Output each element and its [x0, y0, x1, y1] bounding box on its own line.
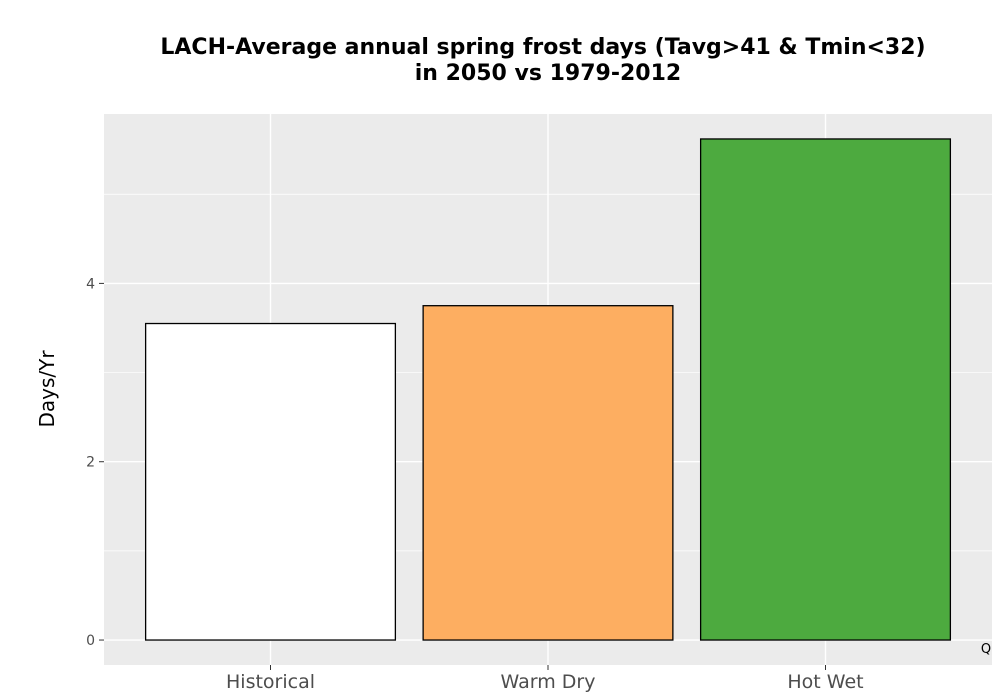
corner-note: Q: [981, 642, 991, 657]
bar-historical: [144, 322, 397, 641]
bars: [144, 138, 952, 641]
y-tick-label: 2: [86, 455, 95, 471]
x-tick-label: Historical: [226, 671, 315, 693]
y-axis-title: Days/Yr: [35, 350, 59, 428]
y-axis-ticks: 0 2 4: [86, 276, 104, 649]
chart-title-line-1: LACH-Average annual spring frost days (T…: [160, 35, 925, 60]
bar-warm-dry: [422, 305, 674, 641]
y-tick-label: 0: [86, 633, 95, 649]
chart-title: LACH-Average annual spring frost days (T…: [160, 35, 925, 86]
x-tick-label: Warm Dry: [501, 671, 596, 693]
bar-hot-wet: [699, 138, 952, 641]
x-axis-ticks: Historical Warm Dry Hot Wet: [226, 665, 864, 693]
x-tick-label: Hot Wet: [787, 671, 863, 693]
chart-title-line-2: in 2050 vs 1979-2012: [415, 61, 681, 86]
y-tick-label: 4: [86, 276, 95, 292]
